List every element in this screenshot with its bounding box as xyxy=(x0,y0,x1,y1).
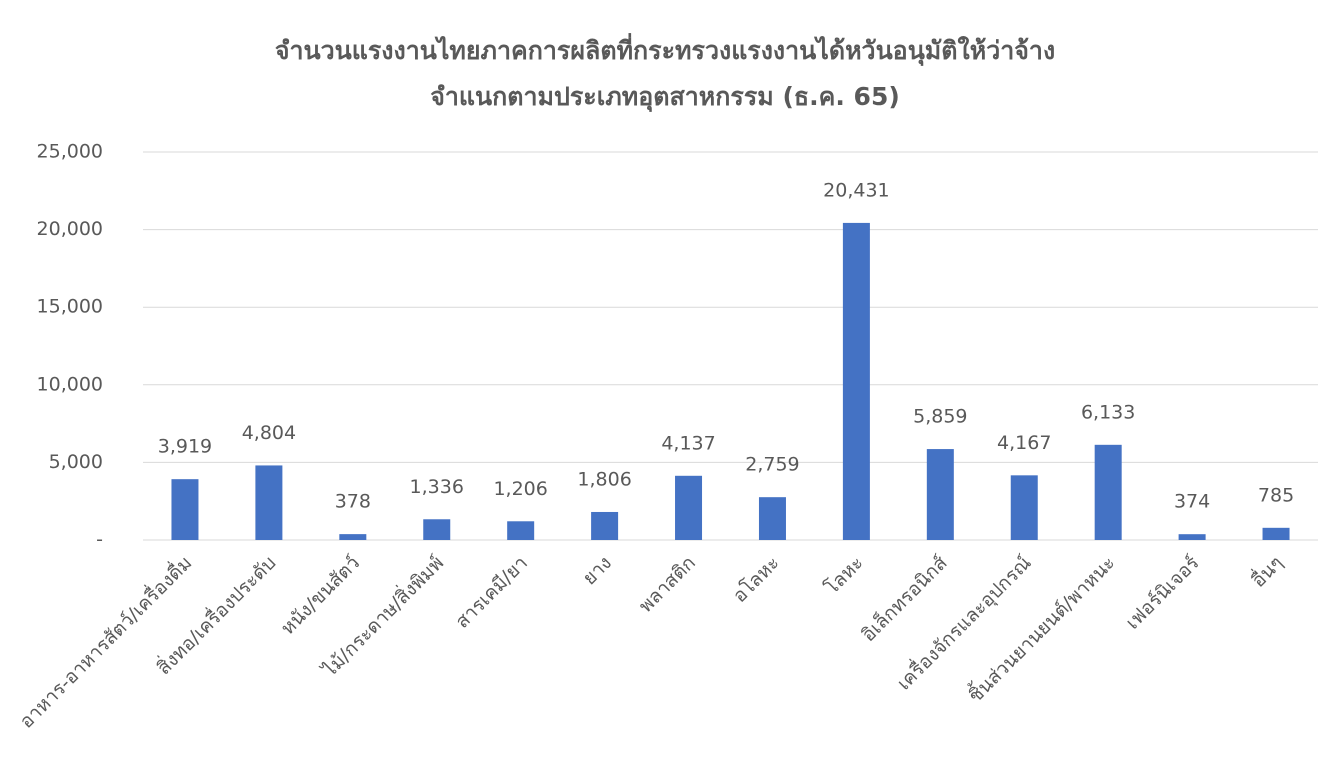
bar xyxy=(1094,444,1122,540)
value-label: 1,336 xyxy=(410,476,464,498)
y-tick-label: 25,000 xyxy=(37,141,103,163)
value-label: 4,137 xyxy=(661,432,715,454)
bar xyxy=(842,222,870,540)
bar xyxy=(255,465,283,540)
y-tick-label: 10,000 xyxy=(37,373,103,395)
bar xyxy=(1010,475,1038,540)
value-label: 20,431 xyxy=(823,179,889,201)
chart-title: จำนวนแรงงานไทยภาคการผลิตที่กระทรวงแรงงาน… xyxy=(275,33,1055,67)
y-tick-label: 20,000 xyxy=(37,218,103,240)
x-tick-label: พลาสติก xyxy=(635,552,700,617)
value-label: 374 xyxy=(1174,491,1210,513)
y-tick-label: 5,000 xyxy=(49,451,103,473)
bar xyxy=(675,475,703,540)
chart-title: จำแนกตามประเภทอุตสาหกรรม (ธ.ค. 65) xyxy=(430,82,900,113)
bar xyxy=(423,519,451,540)
value-label: 4,167 xyxy=(997,432,1051,454)
x-tick-label: อิเล็กทรอนิกส์ xyxy=(856,550,952,646)
x-tick-label: หนัง/ขนสัตว์ xyxy=(277,552,365,640)
bar xyxy=(758,497,786,540)
bar xyxy=(507,521,535,540)
x-tick-label: อื่นๆ xyxy=(1245,550,1287,592)
bar xyxy=(591,511,619,540)
x-tick-label: เครื่องจักรและอุปกรณ์ xyxy=(891,550,1037,696)
value-label: 1,206 xyxy=(493,478,547,500)
value-label: 3,919 xyxy=(158,436,212,458)
x-tick-label: เฟอร์นิเจอร์ xyxy=(1122,552,1204,634)
value-label: 4,804 xyxy=(242,422,296,444)
y-tick-label: - xyxy=(96,529,103,551)
x-tick-label: อาหาร-อาหารสัตว์/เครื่องดื่ม xyxy=(13,550,196,733)
y-tick-label: 15,000 xyxy=(37,296,103,318)
bar xyxy=(926,449,954,540)
value-label: 2,759 xyxy=(745,454,799,476)
bar xyxy=(1178,534,1206,540)
x-tick-label: อโลหะ xyxy=(728,551,784,607)
x-tick-label: สารเคมี/ยา xyxy=(451,552,532,633)
value-label: 5,859 xyxy=(913,406,967,428)
value-label: 6,133 xyxy=(1081,401,1135,423)
value-label: 1,806 xyxy=(577,468,631,490)
bar xyxy=(1262,527,1290,540)
bar xyxy=(339,534,367,540)
value-label: 378 xyxy=(335,491,371,513)
x-tick-label: ยาง xyxy=(578,552,616,590)
x-tick-label: โลหะ xyxy=(820,551,868,599)
value-label: 785 xyxy=(1258,484,1294,506)
x-tick-label: ชิ้นส่วนยานยนต์/พาหนะ xyxy=(962,550,1119,707)
bar xyxy=(171,479,199,540)
